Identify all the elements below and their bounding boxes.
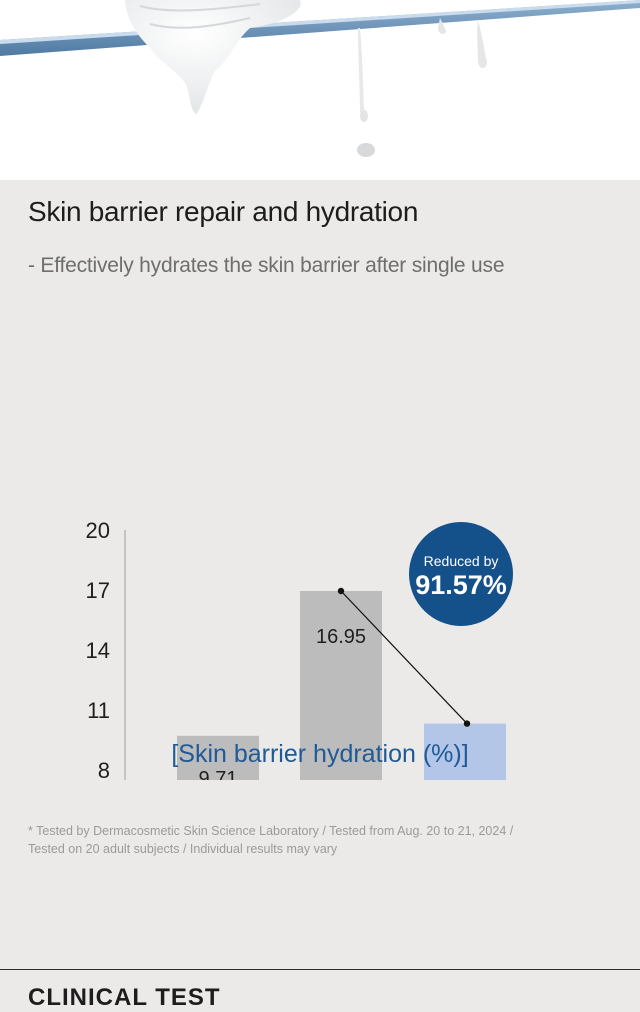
footnote-line-1: * Tested by Dermacosmetic Skin Science L… [28, 824, 513, 838]
section-subtitle: - Effectively hydrates the skin barrier … [28, 254, 504, 278]
y-tick-label: 8 [98, 758, 110, 780]
data-label: 16.95 [316, 626, 366, 648]
y-tick-label: 11 [87, 698, 110, 723]
y-tick-label: 20 [86, 518, 110, 543]
section-title: Skin barrier repair and hydration [28, 196, 418, 228]
footnote: * Tested by Dermacosmetic Skin Science L… [28, 822, 618, 858]
y-tick-label: 14 [86, 638, 110, 663]
connector-dot [338, 588, 344, 594]
product-drip-illustration [0, 0, 640, 180]
reduction-badge: Reduced by 91.57% [409, 522, 513, 626]
hydration-section: Skin barrier repair and hydration - Effe… [0, 180, 640, 970]
section-divider [0, 969, 640, 970]
next-section-title: CLINICAL TEST [28, 984, 221, 1012]
reduction-badge-line1: Reduced by [424, 553, 499, 569]
chart-title: [Skin barrier hydration (%)] [171, 740, 468, 768]
y-tick-label: 17 [86, 578, 110, 603]
footnote-line-2: Tested on 20 adult subjects / Individual… [28, 842, 337, 856]
reduction-badge-line2: 91.57% [415, 570, 507, 600]
y-axis-ticks: 2017141185 [86, 518, 110, 780]
connector-dot [464, 720, 470, 726]
data-label: 9.71 [199, 768, 238, 780]
hero-image [0, 0, 640, 180]
